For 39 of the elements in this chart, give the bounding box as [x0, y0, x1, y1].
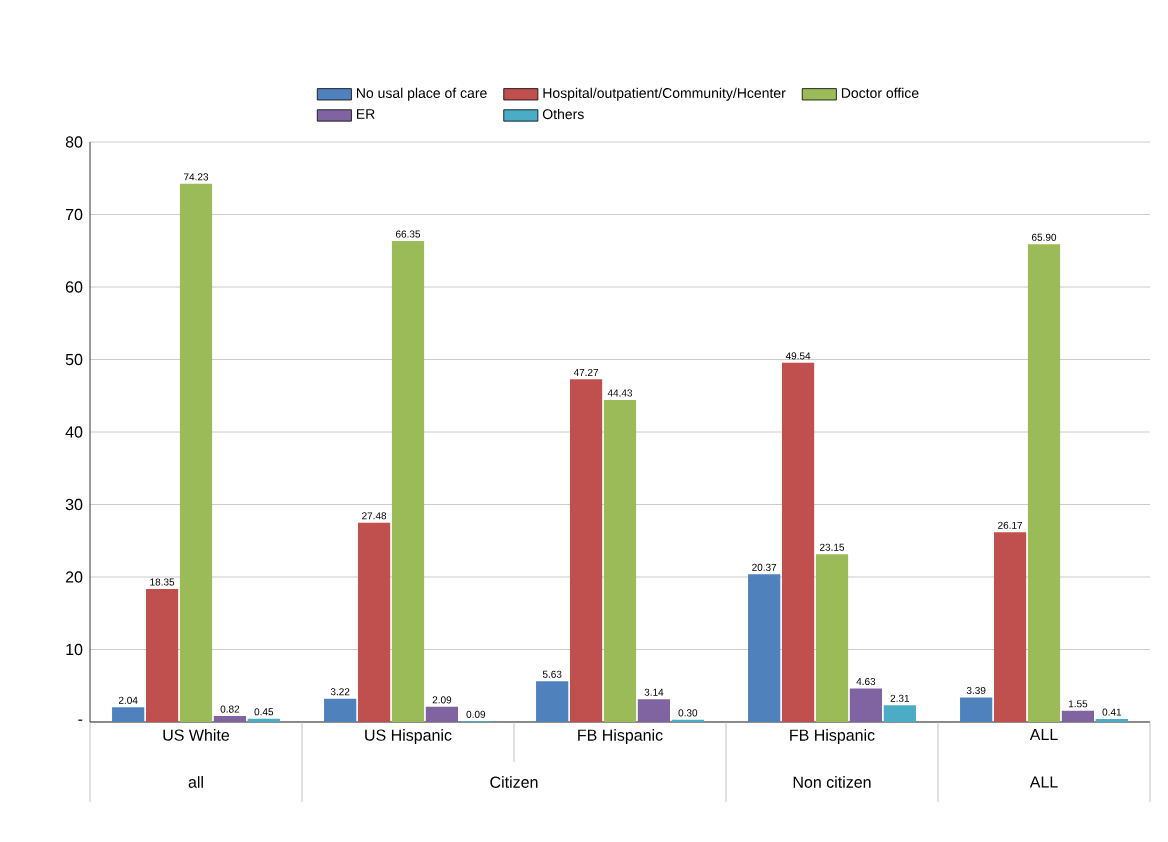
bar	[603, 399, 637, 722]
bar	[145, 588, 179, 722]
x-tick-label: US Hispanic	[365, 729, 452, 744]
bar	[849, 688, 883, 722]
y-tick-label: 30	[65, 498, 83, 511]
bar	[1027, 244, 1061, 722]
text: ALL	[1029, 776, 1058, 788]
bar	[391, 240, 425, 722]
bar	[815, 554, 849, 722]
y-tick-label: 10	[66, 643, 83, 656]
text: Non citizen	[793, 776, 871, 788]
bar	[960, 697, 993, 722]
bar	[324, 698, 357, 722]
y-tick-label: 50	[65, 353, 83, 366]
bar	[536, 681, 569, 722]
bar	[569, 379, 603, 722]
bar	[425, 706, 459, 722]
y-tick-label: 70	[65, 208, 83, 221]
bar	[112, 707, 145, 722]
bar	[748, 574, 781, 722]
x-tick-label: FB Hispanic	[578, 729, 663, 744]
y-tick-label: 60	[65, 281, 83, 293]
y-tick-label: 40	[65, 426, 83, 438]
bar	[213, 716, 247, 722]
text: Citizen	[490, 776, 538, 788]
x-tick-label: US White	[163, 729, 230, 741]
bar	[883, 705, 916, 722]
bar	[781, 362, 815, 722]
bar	[179, 183, 213, 722]
x-tick-label: FB Hispanic	[790, 729, 875, 744]
bar	[1061, 710, 1095, 722]
bar	[993, 532, 1027, 722]
text: all	[188, 776, 203, 788]
bar	[637, 699, 671, 722]
bar	[357, 522, 391, 722]
y-tick-label: 80	[65, 136, 83, 148]
y-tick-label: 20	[65, 571, 83, 583]
x-tick-label: ALL	[1029, 729, 1058, 741]
y-tick-label: -	[78, 719, 83, 721]
